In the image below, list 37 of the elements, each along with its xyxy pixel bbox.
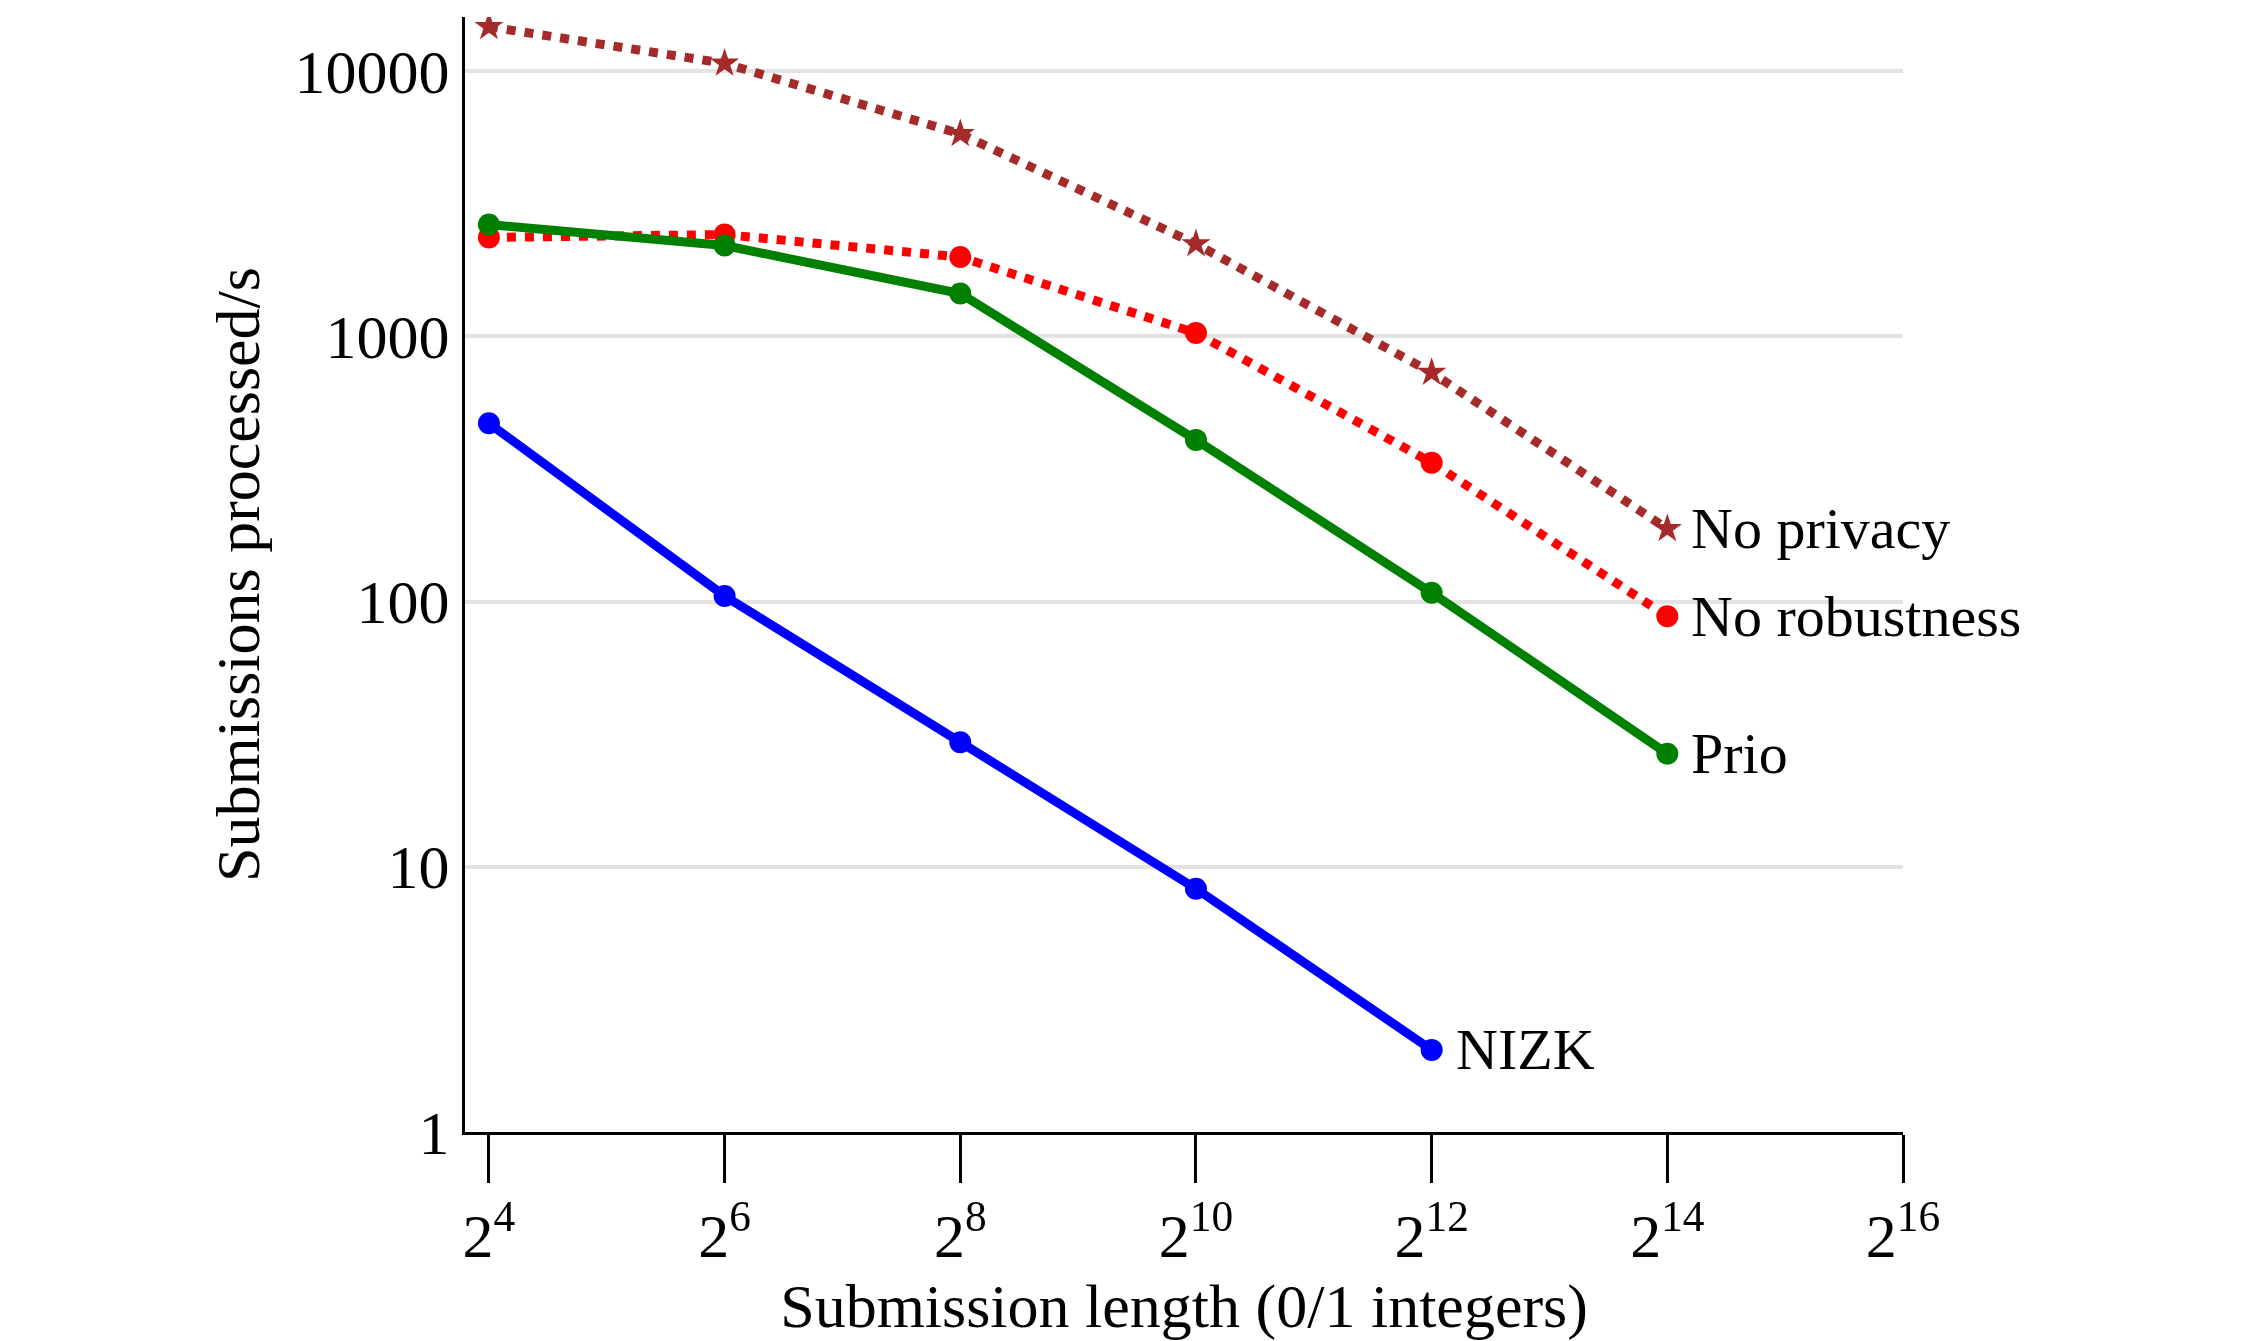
x-tick-label: 2$^{10}$: [1158, 1192, 1234, 1271]
point: [1184, 428, 1207, 451]
series-label: Prio: [1691, 721, 1788, 786]
point: [949, 731, 972, 754]
y-axis-title: Submissions processed/s: [204, 267, 273, 882]
point: [713, 234, 736, 257]
point: [1184, 321, 1207, 344]
series-label: No privacy: [1691, 496, 1951, 561]
point: [713, 584, 736, 607]
point: [1420, 451, 1443, 474]
x-tick-label: 2$^{12}$: [1394, 1192, 1469, 1271]
point: [477, 412, 500, 435]
x-axis-title: Submission length (0/1 integers): [780, 1272, 1588, 1341]
point: [1181, 228, 1211, 257]
x-tick-label: 2$^{14}$: [1630, 1192, 1705, 1271]
point: [1652, 513, 1682, 542]
x-tick-label: 2$^{16}$: [1865, 1192, 1941, 1271]
x-tick-label: 2$^{8}$: [933, 1192, 987, 1271]
point: [1184, 877, 1207, 900]
point: [1420, 581, 1443, 604]
point: [1420, 1038, 1443, 1061]
point: [477, 213, 500, 236]
y-tick-label: 10: [387, 833, 450, 902]
point: [949, 282, 972, 305]
point: [1656, 605, 1679, 628]
point: [1416, 357, 1447, 386]
series-label: No robustness: [1691, 584, 2022, 649]
y-tick-label: 1000: [325, 303, 450, 372]
point: [709, 47, 740, 76]
point: [949, 246, 972, 269]
y-tick-label: 10000: [294, 37, 450, 106]
y-tick-label: 1: [418, 1098, 450, 1167]
y-tick-label: 100: [356, 568, 450, 637]
x-tick-label: 2$^{4}$: [462, 1192, 516, 1271]
x-tick-label: 2$^{6}$: [698, 1192, 751, 1271]
series-label: NIZK: [1456, 1017, 1595, 1082]
point: [1656, 742, 1679, 765]
